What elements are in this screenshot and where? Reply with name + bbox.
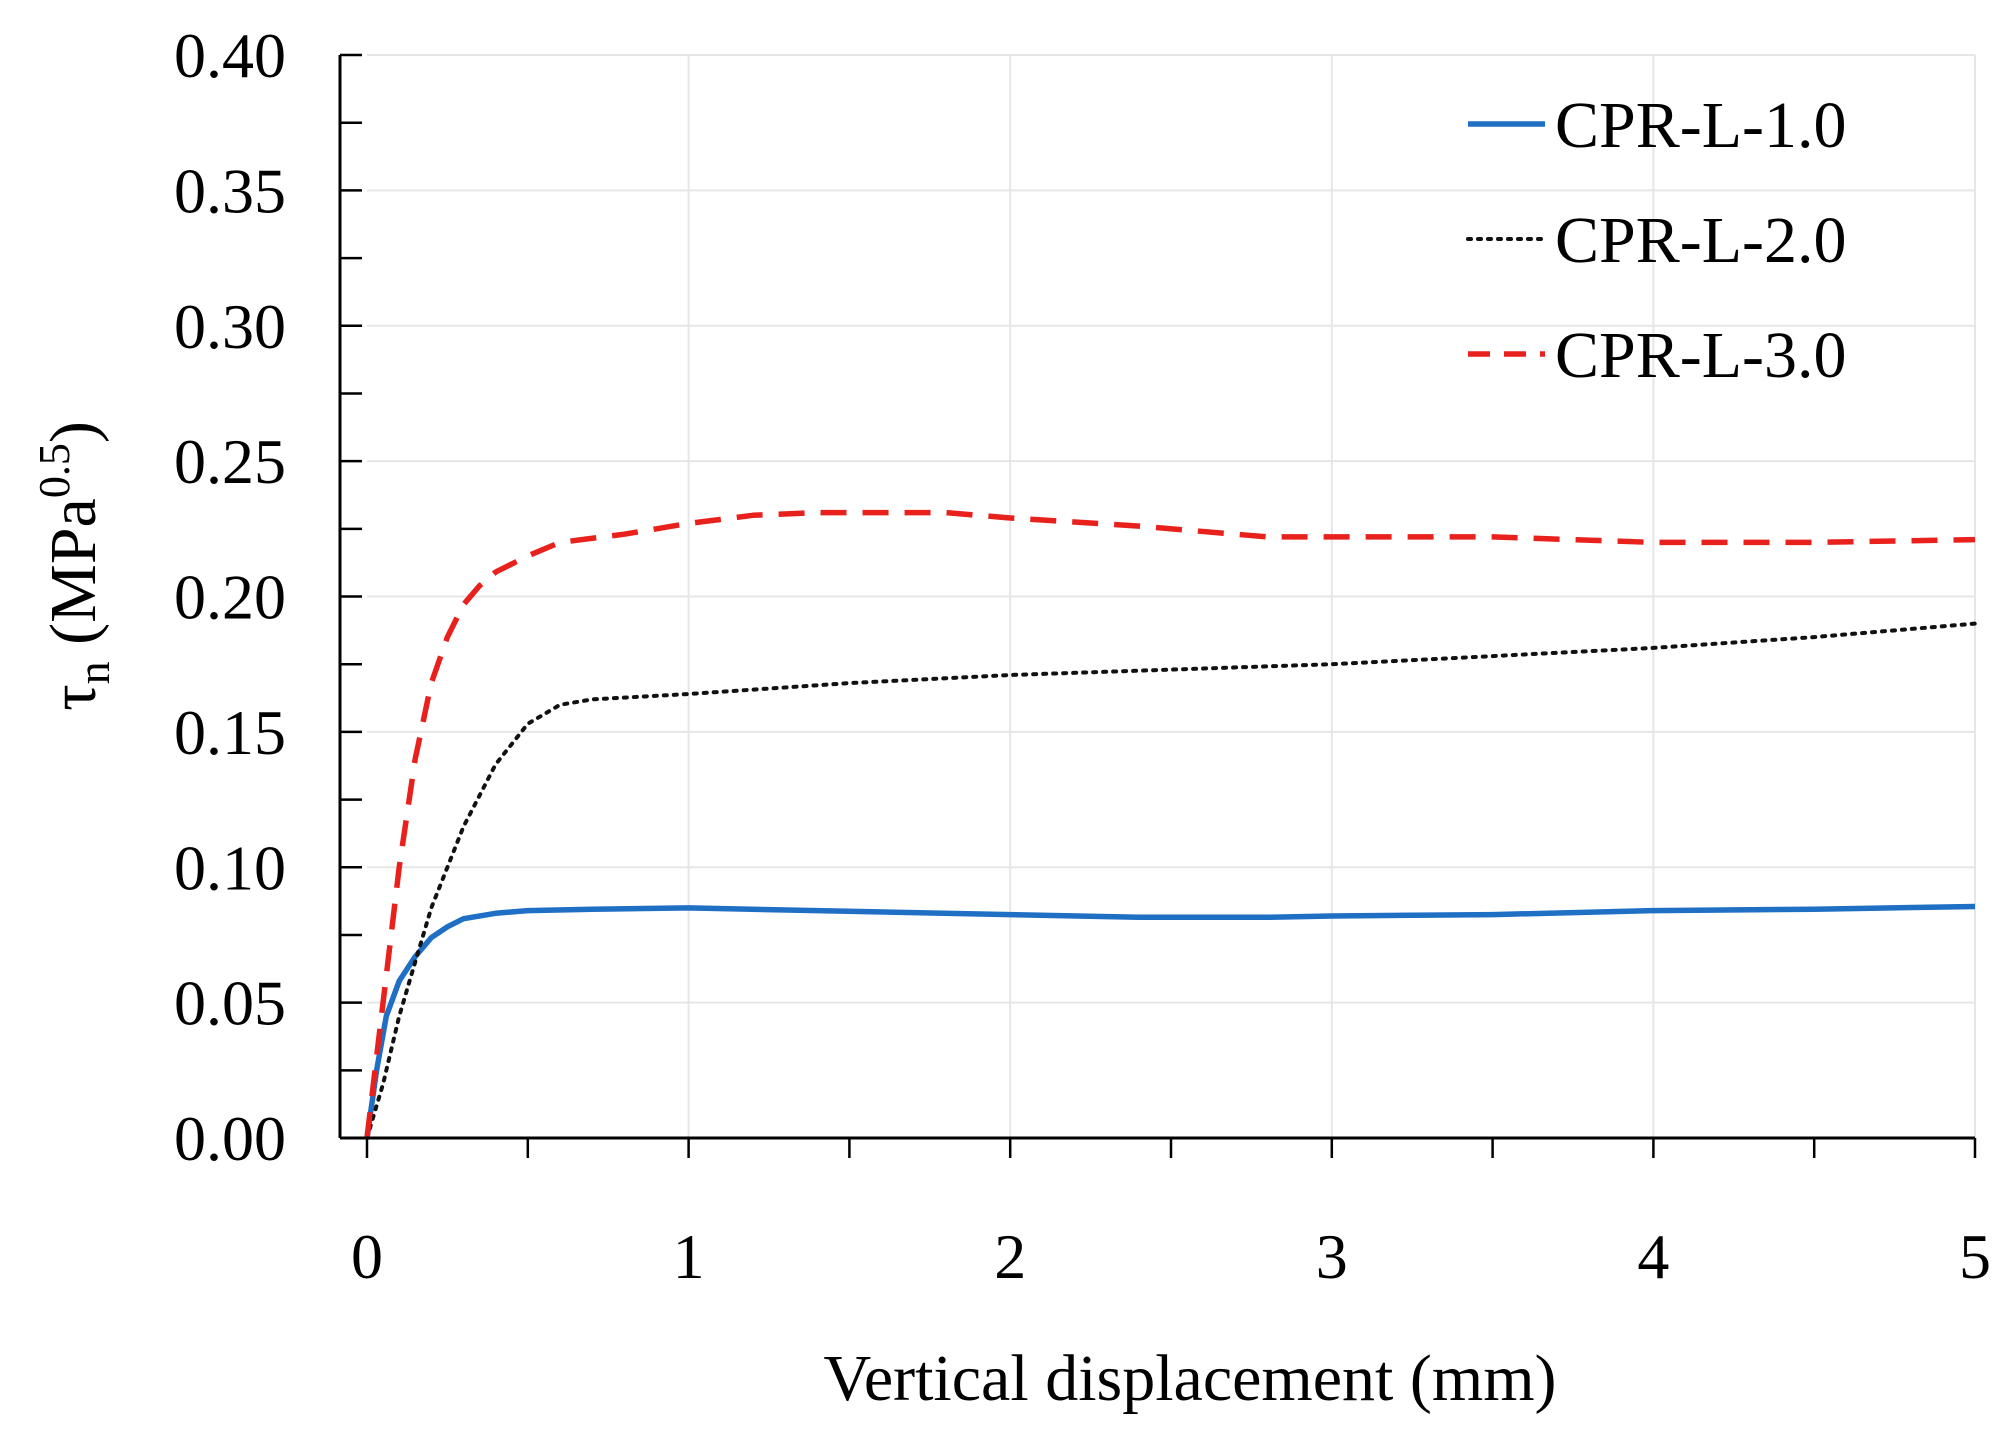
- y-axis-label-symbol: τ: [37, 684, 110, 711]
- y-tick-label-0.15: 0.15: [174, 697, 286, 768]
- axes: [338, 53, 1977, 1158]
- y-tick-label-0.35: 0.35: [174, 155, 286, 226]
- x-tick-label-5: 5: [1959, 1221, 1991, 1292]
- x-tick-label-4: 4: [1637, 1221, 1669, 1292]
- x-tick-label-2: 2: [994, 1221, 1026, 1292]
- legend-label-CPR-L-2.0: CPR-L-2.0: [1555, 204, 1847, 277]
- y-tick-label-0.05: 0.05: [174, 968, 286, 1039]
- x-tick-label-1: 1: [673, 1221, 705, 1292]
- y-tick-label-0.10: 0.10: [174, 832, 286, 903]
- legend-label-CPR-L-1.0: CPR-L-1.0: [1555, 89, 1847, 162]
- tick-labels: 0.00 0.05 0.10 0.15 0.20 0.25 0.30 0.35 0.40 0 1 2 3…: [174, 20, 1991, 1292]
- y-tick-label-0.40: 0.40: [174, 20, 286, 91]
- legend: CPR-L-1.0 CPR-L-2.0 CPR-L-3.0: [1466, 89, 1847, 392]
- grid: [367, 54, 1976, 1138]
- x-tick-label-3: 3: [1316, 1221, 1348, 1292]
- y-tick-label-0.25: 0.25: [174, 426, 286, 497]
- x-axis-label: Vertical displacement (mm): [823, 1342, 1556, 1415]
- series-lines: [364, 509, 1977, 1140]
- y-axis-label-close: ): [37, 421, 110, 443]
- y-tick-label-0.30: 0.30: [174, 291, 286, 362]
- series-line-CPR-L-2.0: [365, 621, 1977, 1140]
- y-tick-label-0.00: 0.00: [174, 1103, 286, 1174]
- x-tick-label-0: 0: [351, 1221, 383, 1292]
- y-tick-label-0.20: 0.20: [174, 562, 286, 633]
- series-line-CPR-L-3.0: [364, 509, 1976, 1139]
- legend-label-CPR-L-3.0: CPR-L-3.0: [1555, 319, 1847, 392]
- y-axis-label: τn (MPa0.5): [30, 421, 119, 711]
- y-axis-label-unit: (MPa: [37, 498, 110, 661]
- y-axis-label-exponent: 0.5: [30, 443, 79, 498]
- series-line-CPR-L-1.0: [364, 903, 1976, 1139]
- y-axis-label-subscript: n: [68, 661, 119, 684]
